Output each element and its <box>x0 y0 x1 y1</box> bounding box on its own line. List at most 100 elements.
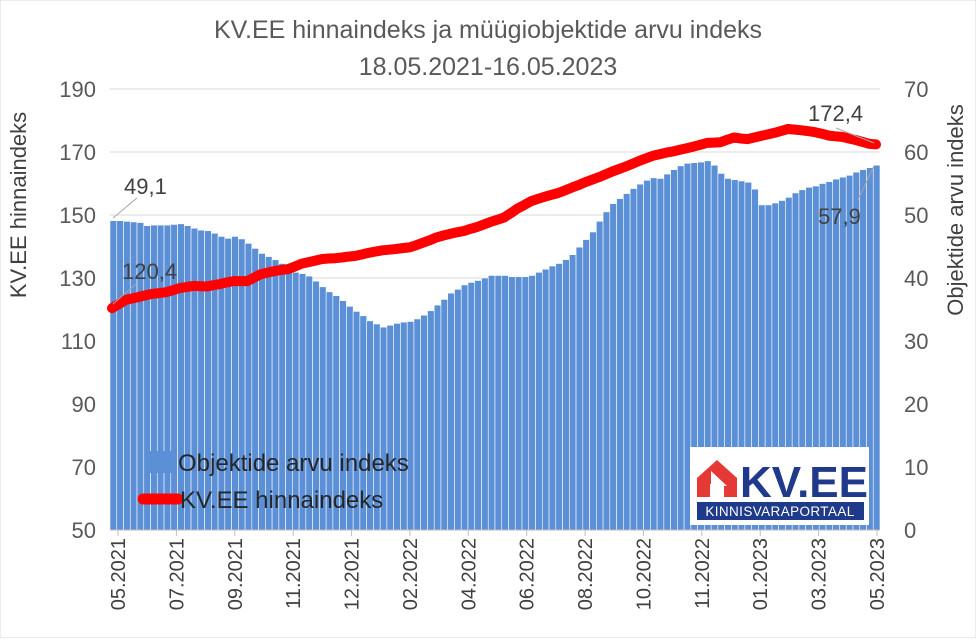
bar <box>508 276 516 531</box>
x-tick-label: 06.2022 <box>517 538 539 610</box>
y-right-tick-label: 40 <box>904 266 928 291</box>
bar <box>447 292 455 531</box>
bar <box>474 280 482 531</box>
x-tick-label: 07.2021 <box>166 538 188 610</box>
bar <box>467 282 476 531</box>
bar <box>555 263 563 531</box>
bar <box>514 276 523 531</box>
bar <box>602 211 611 531</box>
bar <box>596 221 604 531</box>
line-start-label: 120,4 <box>122 259 177 284</box>
x-tick-label: 08.2022 <box>575 538 597 610</box>
line-series <box>107 124 881 314</box>
bar <box>872 164 881 531</box>
y-left-tick-label: 170 <box>59 140 96 165</box>
price-index-line <box>107 124 881 314</box>
x-tick-label: 05.2021 <box>108 538 130 610</box>
bar <box>413 318 422 531</box>
right-axis-title: Objektide arvu indeks <box>943 104 968 316</box>
line-end-label: 172,4 <box>808 101 863 126</box>
y-left-tick-label: 70 <box>72 455 96 480</box>
y-right-tick-label: 20 <box>904 392 928 417</box>
y-left-tick-label: 50 <box>72 518 96 543</box>
bars-end-label: 57,9 <box>818 204 861 229</box>
bar <box>683 163 692 531</box>
bar <box>211 232 219 531</box>
legend-bar-swatch <box>148 451 175 473</box>
x-tick-label: 02.2022 <box>400 538 422 610</box>
x-tick-label: 04.2022 <box>458 538 480 610</box>
x-tick-label: 05.2023 <box>867 538 889 610</box>
y-right-tick-label: 60 <box>904 140 928 165</box>
bar <box>629 188 638 531</box>
legend: Objektide arvu indeks KV.EE hinnaindeks <box>137 450 409 514</box>
bar <box>562 259 570 531</box>
bar <box>670 169 678 531</box>
bar <box>643 180 651 531</box>
y-right-tick-label: 10 <box>904 455 928 480</box>
bar <box>420 314 428 531</box>
bar <box>400 321 408 531</box>
logo-subtext: KINNISVARAPORTAAL <box>705 504 854 519</box>
kv-ee-logo: KV.EE KINNISVARAPORTAAL <box>690 447 869 525</box>
bar <box>609 203 617 531</box>
bar <box>548 265 557 531</box>
bar <box>204 230 212 531</box>
bar <box>460 284 469 531</box>
bar <box>663 173 671 531</box>
y-right-tick-label: 70 <box>904 77 928 102</box>
x-tick-label: 01.2023 <box>750 538 772 610</box>
bar <box>481 277 489 531</box>
bar <box>190 227 199 531</box>
bar <box>393 323 401 531</box>
left-y-axis: 50 70 90 110 130 150 170 190 <box>59 77 96 543</box>
bar <box>623 193 631 531</box>
bar <box>494 275 503 531</box>
logo-text: KV.EE <box>740 458 868 507</box>
bar <box>177 223 185 531</box>
chart-title: KV.EE hinnaindeks ja müügiobjektide arvu… <box>214 16 762 44</box>
left-axis-title: KV.EE hinnaindeks <box>6 112 31 298</box>
bar <box>433 304 442 531</box>
y-left-tick-label: 110 <box>61 329 96 354</box>
bar <box>568 254 577 531</box>
y-left-tick-label: 130 <box>59 266 96 291</box>
bar <box>501 275 509 531</box>
bar <box>197 229 205 531</box>
legend-bars-label: Objektide arvu indeks <box>178 450 409 477</box>
right-y-axis: 0 10 20 30 40 50 60 70 <box>904 77 928 543</box>
bar <box>427 310 435 531</box>
bar <box>109 220 118 531</box>
logo-subtext-band <box>697 502 864 520</box>
bars-end-leader <box>857 165 875 201</box>
bar <box>535 272 543 531</box>
line-start-leader <box>112 283 137 305</box>
bar <box>677 165 685 531</box>
bar <box>406 321 415 531</box>
bar <box>521 276 530 531</box>
line-end-leader <box>835 127 875 144</box>
y-left-tick-label: 150 <box>59 203 96 228</box>
legend-line-label: KV.EE hinnaindeks <box>180 487 383 514</box>
bar <box>541 268 550 531</box>
annotations: 49,1 120,4 172,4 57,9 <box>112 101 875 305</box>
bar <box>454 289 462 531</box>
x-tick-label: 11.2021 <box>283 538 305 609</box>
y-right-tick-label: 0 <box>904 518 916 543</box>
bar <box>636 183 644 531</box>
y-right-tick-label: 30 <box>904 329 928 354</box>
bar <box>589 231 597 531</box>
x-tick-label: 10.2022 <box>633 538 655 610</box>
bar <box>582 239 590 531</box>
bar <box>650 177 658 531</box>
bar <box>616 198 624 531</box>
bar <box>528 275 536 531</box>
y-right-tick-label: 50 <box>904 203 928 228</box>
chart-subtitle: 18.05.2021-16.05.2023 <box>359 53 618 81</box>
bars-start-label: 49,1 <box>124 174 167 199</box>
bar <box>575 246 584 531</box>
x-axis: 05.2021 07.2021 09.2021 11.2021 12.2021 02.20… <box>108 529 889 610</box>
bar <box>656 178 665 531</box>
bar <box>386 324 394 531</box>
